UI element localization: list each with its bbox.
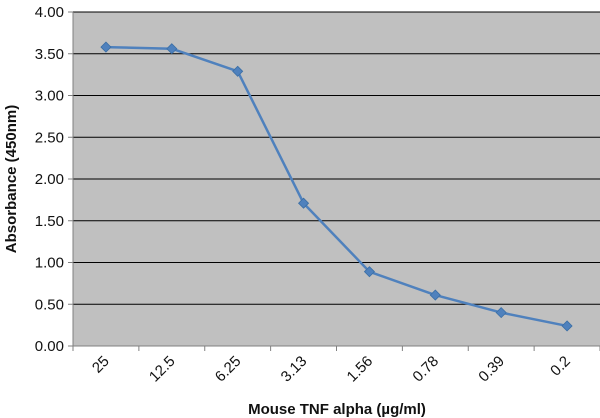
- data-point-marker: [363, 266, 376, 278]
- y-tick-label: 2.50: [35, 129, 64, 146]
- y-tick-label: 1.50: [35, 213, 64, 230]
- grid-lines: [73, 11, 600, 305]
- y-tick-label: 4.00: [35, 4, 64, 21]
- y-axis-title: Absorbance (450nm): [3, 105, 20, 253]
- x-axis-title: Mouse TNF alpha (µg/ml): [248, 401, 426, 418]
- data-point-marker: [166, 43, 178, 55]
- x-tick-label: 6.25: [212, 353, 245, 386]
- data-point-marker: [100, 41, 112, 53]
- x-tick-label: 1.56: [344, 353, 377, 386]
- series-line: [105, 45, 568, 328]
- y-tick-label: 0.00: [35, 338, 64, 355]
- x-tick-label: 0.78: [409, 353, 442, 386]
- axes: [68, 11, 600, 351]
- series: [100, 41, 573, 332]
- y-tick-label: 3.00: [35, 88, 64, 105]
- x-tick-labels: 25 12.5 6.25 3.13 1.56 0.78 0.39 0.2: [89, 353, 574, 386]
- y-tick-label: 2.00: [35, 171, 64, 188]
- x-tick-label: 25: [89, 353, 113, 377]
- data-point-marker: [232, 65, 244, 77]
- y-tick-label: 0.50: [35, 296, 64, 313]
- x-tick-label: 0.39: [475, 353, 508, 386]
- data-point-marker: [561, 320, 573, 332]
- x-tick-label: 3.13: [278, 353, 311, 386]
- y-tick-labels: 0.00 0.50 1.00 1.50 2.00 2.50 3.00 3.50 4.00: [35, 4, 64, 355]
- x-tick-label: 12.5: [146, 353, 179, 386]
- data-point-marker: [429, 289, 441, 301]
- data-point-marker: [297, 197, 310, 209]
- y-tick-label: 3.50: [35, 46, 64, 63]
- x-tick-label: 0.2: [547, 353, 574, 380]
- y-tick-label: 1.00: [35, 255, 64, 272]
- data-point-marker: [495, 307, 507, 319]
